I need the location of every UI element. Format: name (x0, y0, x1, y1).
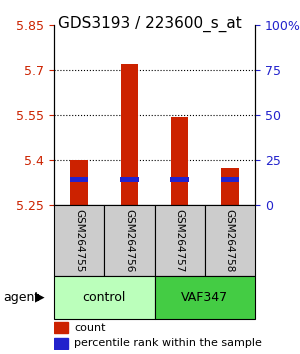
Bar (220, 177, 239, 182)
FancyBboxPatch shape (54, 276, 154, 319)
Text: control: control (82, 291, 126, 304)
Text: GDS3193 / 223600_s_at: GDS3193 / 223600_s_at (58, 16, 242, 32)
Bar (221, 168, 239, 205)
Text: agent: agent (3, 291, 39, 304)
Bar (70, 160, 88, 205)
Text: VAF347: VAF347 (181, 291, 228, 304)
Bar (120, 177, 139, 182)
Bar (121, 64, 138, 205)
FancyBboxPatch shape (104, 205, 154, 276)
FancyBboxPatch shape (54, 205, 104, 276)
Text: GSM264756: GSM264756 (124, 209, 134, 273)
Text: ▶: ▶ (34, 291, 44, 304)
Text: percentile rank within the sample: percentile rank within the sample (74, 338, 262, 348)
Bar (171, 116, 188, 205)
Text: count: count (74, 322, 106, 332)
Bar (70, 177, 88, 182)
Text: GSM264755: GSM264755 (74, 209, 84, 273)
FancyBboxPatch shape (154, 276, 255, 319)
Bar (54, 338, 68, 349)
Bar (54, 322, 68, 333)
Text: GSM264757: GSM264757 (175, 209, 184, 273)
FancyBboxPatch shape (205, 205, 255, 276)
Text: GSM264758: GSM264758 (225, 209, 235, 273)
FancyBboxPatch shape (154, 205, 205, 276)
Bar (170, 177, 189, 182)
